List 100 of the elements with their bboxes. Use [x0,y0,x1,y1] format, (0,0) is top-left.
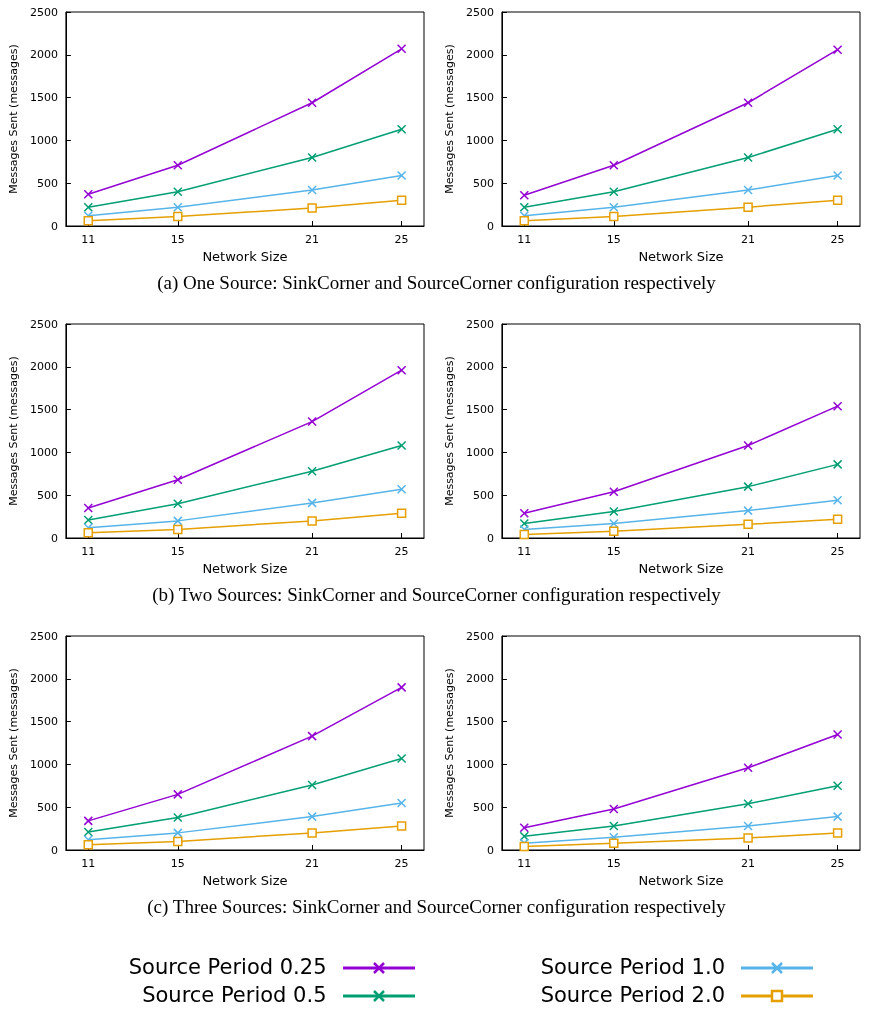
point [396,484,407,494]
legend-label: Source Period 2.0 [540,983,725,1007]
y-axis-title: Messages Sent (messages) [443,356,456,506]
point [307,731,317,741]
point [307,152,317,163]
point [307,811,317,822]
point [609,838,619,848]
x-tick-label: 11 [81,233,96,246]
point [396,440,407,451]
point [396,682,407,693]
y-tick-label: 1000 [465,757,494,771]
y-tick-label: 500 [472,488,494,502]
y-tick-label: 500 [36,488,58,502]
x-tick-label: 21 [741,233,756,246]
point [832,495,843,506]
point [609,526,619,536]
point [609,821,619,831]
point [83,515,94,525]
point [396,508,407,518]
y-tick-label: 2000 [465,48,494,62]
point [743,97,753,108]
point [307,828,317,838]
y-tick-label: 0 [50,531,58,545]
x-tick-label: 25 [394,857,409,870]
text: (a) One Source: SinkCorner and SourceCorner configuration respectively [156,272,717,294]
point [173,524,183,535]
point [519,202,530,212]
point [832,459,843,470]
point [396,798,407,808]
y-tick-label: 2000 [465,672,494,686]
point [743,481,753,492]
y-tick-label: 500 [472,176,494,190]
y-tick-label: 2000 [29,360,58,374]
text: (c) Three Sources: SinkCorner and SourceCorner configuration respectively [146,896,727,918]
x-tick-label: 11 [517,545,532,558]
y-tick-label: 1000 [29,757,58,771]
y-tick-label: 2500 [29,317,58,331]
y-tick-label: 1500 [29,403,58,417]
point [173,160,183,170]
point [609,506,619,517]
point [743,821,753,831]
point [832,781,843,791]
point [83,503,94,513]
point [519,518,530,529]
point [307,97,317,108]
y-tick-label: 2500 [465,629,494,643]
point [173,499,183,509]
x-tick-label: 25 [830,233,845,246]
point [173,516,183,526]
point [832,170,843,181]
y-tick-label: 1500 [465,403,494,417]
point [396,365,407,375]
point [83,840,94,850]
y-tick-label: 1500 [29,91,58,105]
y-tick-label: 1000 [29,445,58,459]
y-tick-label: 2000 [465,360,494,374]
legend-label: Source Period 1.0 [540,955,725,979]
y-axis-title: Messages Sent (messages) [7,668,20,818]
legend-label: Source Period 0.25 [128,955,327,979]
point [743,505,753,516]
y-tick-label: 2500 [465,317,494,331]
x-axis-title: Network Size [638,561,724,576]
x-axis-title: Network Size [202,561,288,576]
point [832,729,843,740]
point [83,202,94,212]
point [832,195,843,206]
x-tick-label: 21 [305,857,320,870]
point [832,514,843,524]
x-tick-label: 11 [81,545,96,558]
point [83,189,94,200]
point [743,440,753,451]
point [83,528,94,538]
y-tick-label: 0 [486,531,494,545]
x-tick-label: 15 [170,233,185,246]
point [173,789,183,800]
x-tick-label: 21 [305,233,320,246]
text: (b) Two Sources: SinkCorner and SourceCorner configuration respectively [151,584,722,606]
x-tick-label: 25 [394,233,409,246]
point [609,804,619,814]
point [743,519,753,530]
point [173,828,183,838]
point [396,821,407,831]
point [307,203,317,213]
x-tick-label: 21 [741,857,756,870]
y-tick-label: 2000 [29,672,58,686]
x-tick-label: 15 [170,545,185,558]
y-axis-title: Messages Sent (messages) [443,668,456,818]
legend-label: Source Period 0.5 [142,983,327,1007]
y-axis-title: Messages Sent (messages) [7,44,20,194]
point [743,202,753,212]
point [609,211,619,222]
point [307,416,317,427]
y-tick-label: 0 [486,843,494,857]
point [519,841,530,852]
point [83,216,94,226]
x-tick-label: 11 [81,857,96,870]
point [307,516,317,526]
point [743,799,753,809]
y-tick-label: 1000 [465,445,494,459]
x-tick-label: 21 [305,545,320,558]
